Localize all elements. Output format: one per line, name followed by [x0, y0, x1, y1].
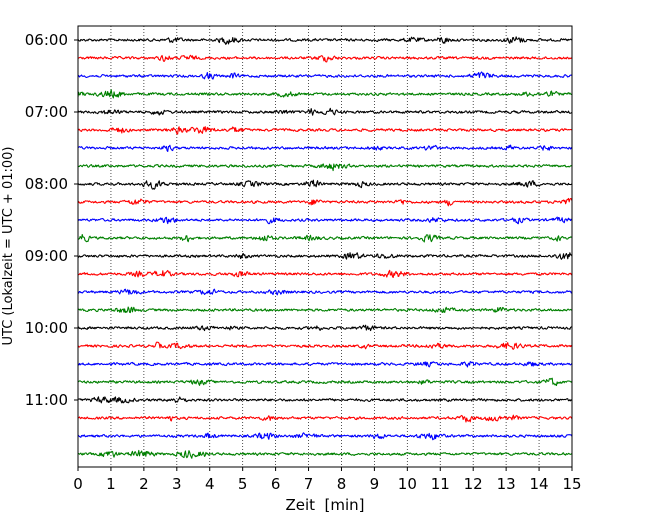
- trace-0900: [77, 252, 573, 260]
- trace-1045: [77, 377, 573, 387]
- y-tick-label: 07:00: [25, 103, 68, 121]
- y-tick-label: 09:00: [25, 247, 68, 265]
- trace-0800: [77, 179, 573, 190]
- x-tick-label: 2: [139, 475, 149, 493]
- trace-1000: [77, 324, 573, 332]
- trace-0745: [77, 163, 573, 172]
- y-axis: 06:00 07:00 08:00 09:00 10:00 11:00: [25, 31, 78, 409]
- trace-0615: [77, 54, 573, 63]
- trace-0815: [77, 197, 573, 207]
- trace-1130: [77, 432, 573, 441]
- x-tick-label: 10: [398, 475, 417, 493]
- plot-frame: [77, 25, 573, 468]
- trace-0645: [77, 89, 573, 99]
- trace-0845: [77, 233, 573, 243]
- trace-0630: [77, 71, 573, 80]
- trace-0730: [77, 144, 573, 153]
- x-tick-label: 9: [370, 475, 380, 493]
- x-tick-label: 5: [238, 475, 248, 493]
- x-tick-label: 0: [73, 475, 83, 493]
- trace-1030: [77, 361, 573, 368]
- trace-0930: [77, 288, 573, 296]
- trace-0915: [77, 269, 573, 279]
- trace-0700: [77, 107, 573, 116]
- x-tick-label: 12: [464, 475, 483, 493]
- x-axis: 0 1 2 3 4 5 6 7 8 9 10 11 12 13 14 15: [73, 467, 582, 493]
- trace-1015: [77, 341, 573, 350]
- trace-0945: [77, 306, 573, 314]
- y-axis-label: UTC (Lokalzeit = UTC + 01:00): [1, 147, 16, 346]
- x-tick-label: 8: [337, 475, 347, 493]
- x-tick-label: 1: [106, 475, 116, 493]
- x-tick-label: 13: [497, 475, 516, 493]
- trace-1145: [77, 449, 573, 459]
- x-tick-label: 11: [431, 475, 450, 493]
- y-tick-label: 10:00: [25, 319, 68, 337]
- x-tick-label: 14: [530, 475, 549, 493]
- x-tick-label: 7: [304, 475, 314, 493]
- y-tick-label: 08:00: [25, 175, 68, 193]
- x-tick-label: 15: [562, 475, 581, 493]
- trace-1115: [77, 414, 573, 423]
- trace-layer: [77, 36, 573, 459]
- trace-0715: [77, 126, 573, 135]
- trace-0830: [77, 216, 573, 225]
- x-tick-label: 3: [172, 475, 182, 493]
- x-tick-label: 4: [205, 475, 215, 493]
- x-tick-label: 6: [271, 475, 281, 493]
- x-axis-label: Zeit [min]: [285, 496, 364, 514]
- y-tick-label: 06:00: [25, 31, 68, 49]
- trace-1100: [77, 396, 573, 404]
- trace-0600: [77, 36, 573, 45]
- y-tick-label: 11:00: [25, 391, 68, 409]
